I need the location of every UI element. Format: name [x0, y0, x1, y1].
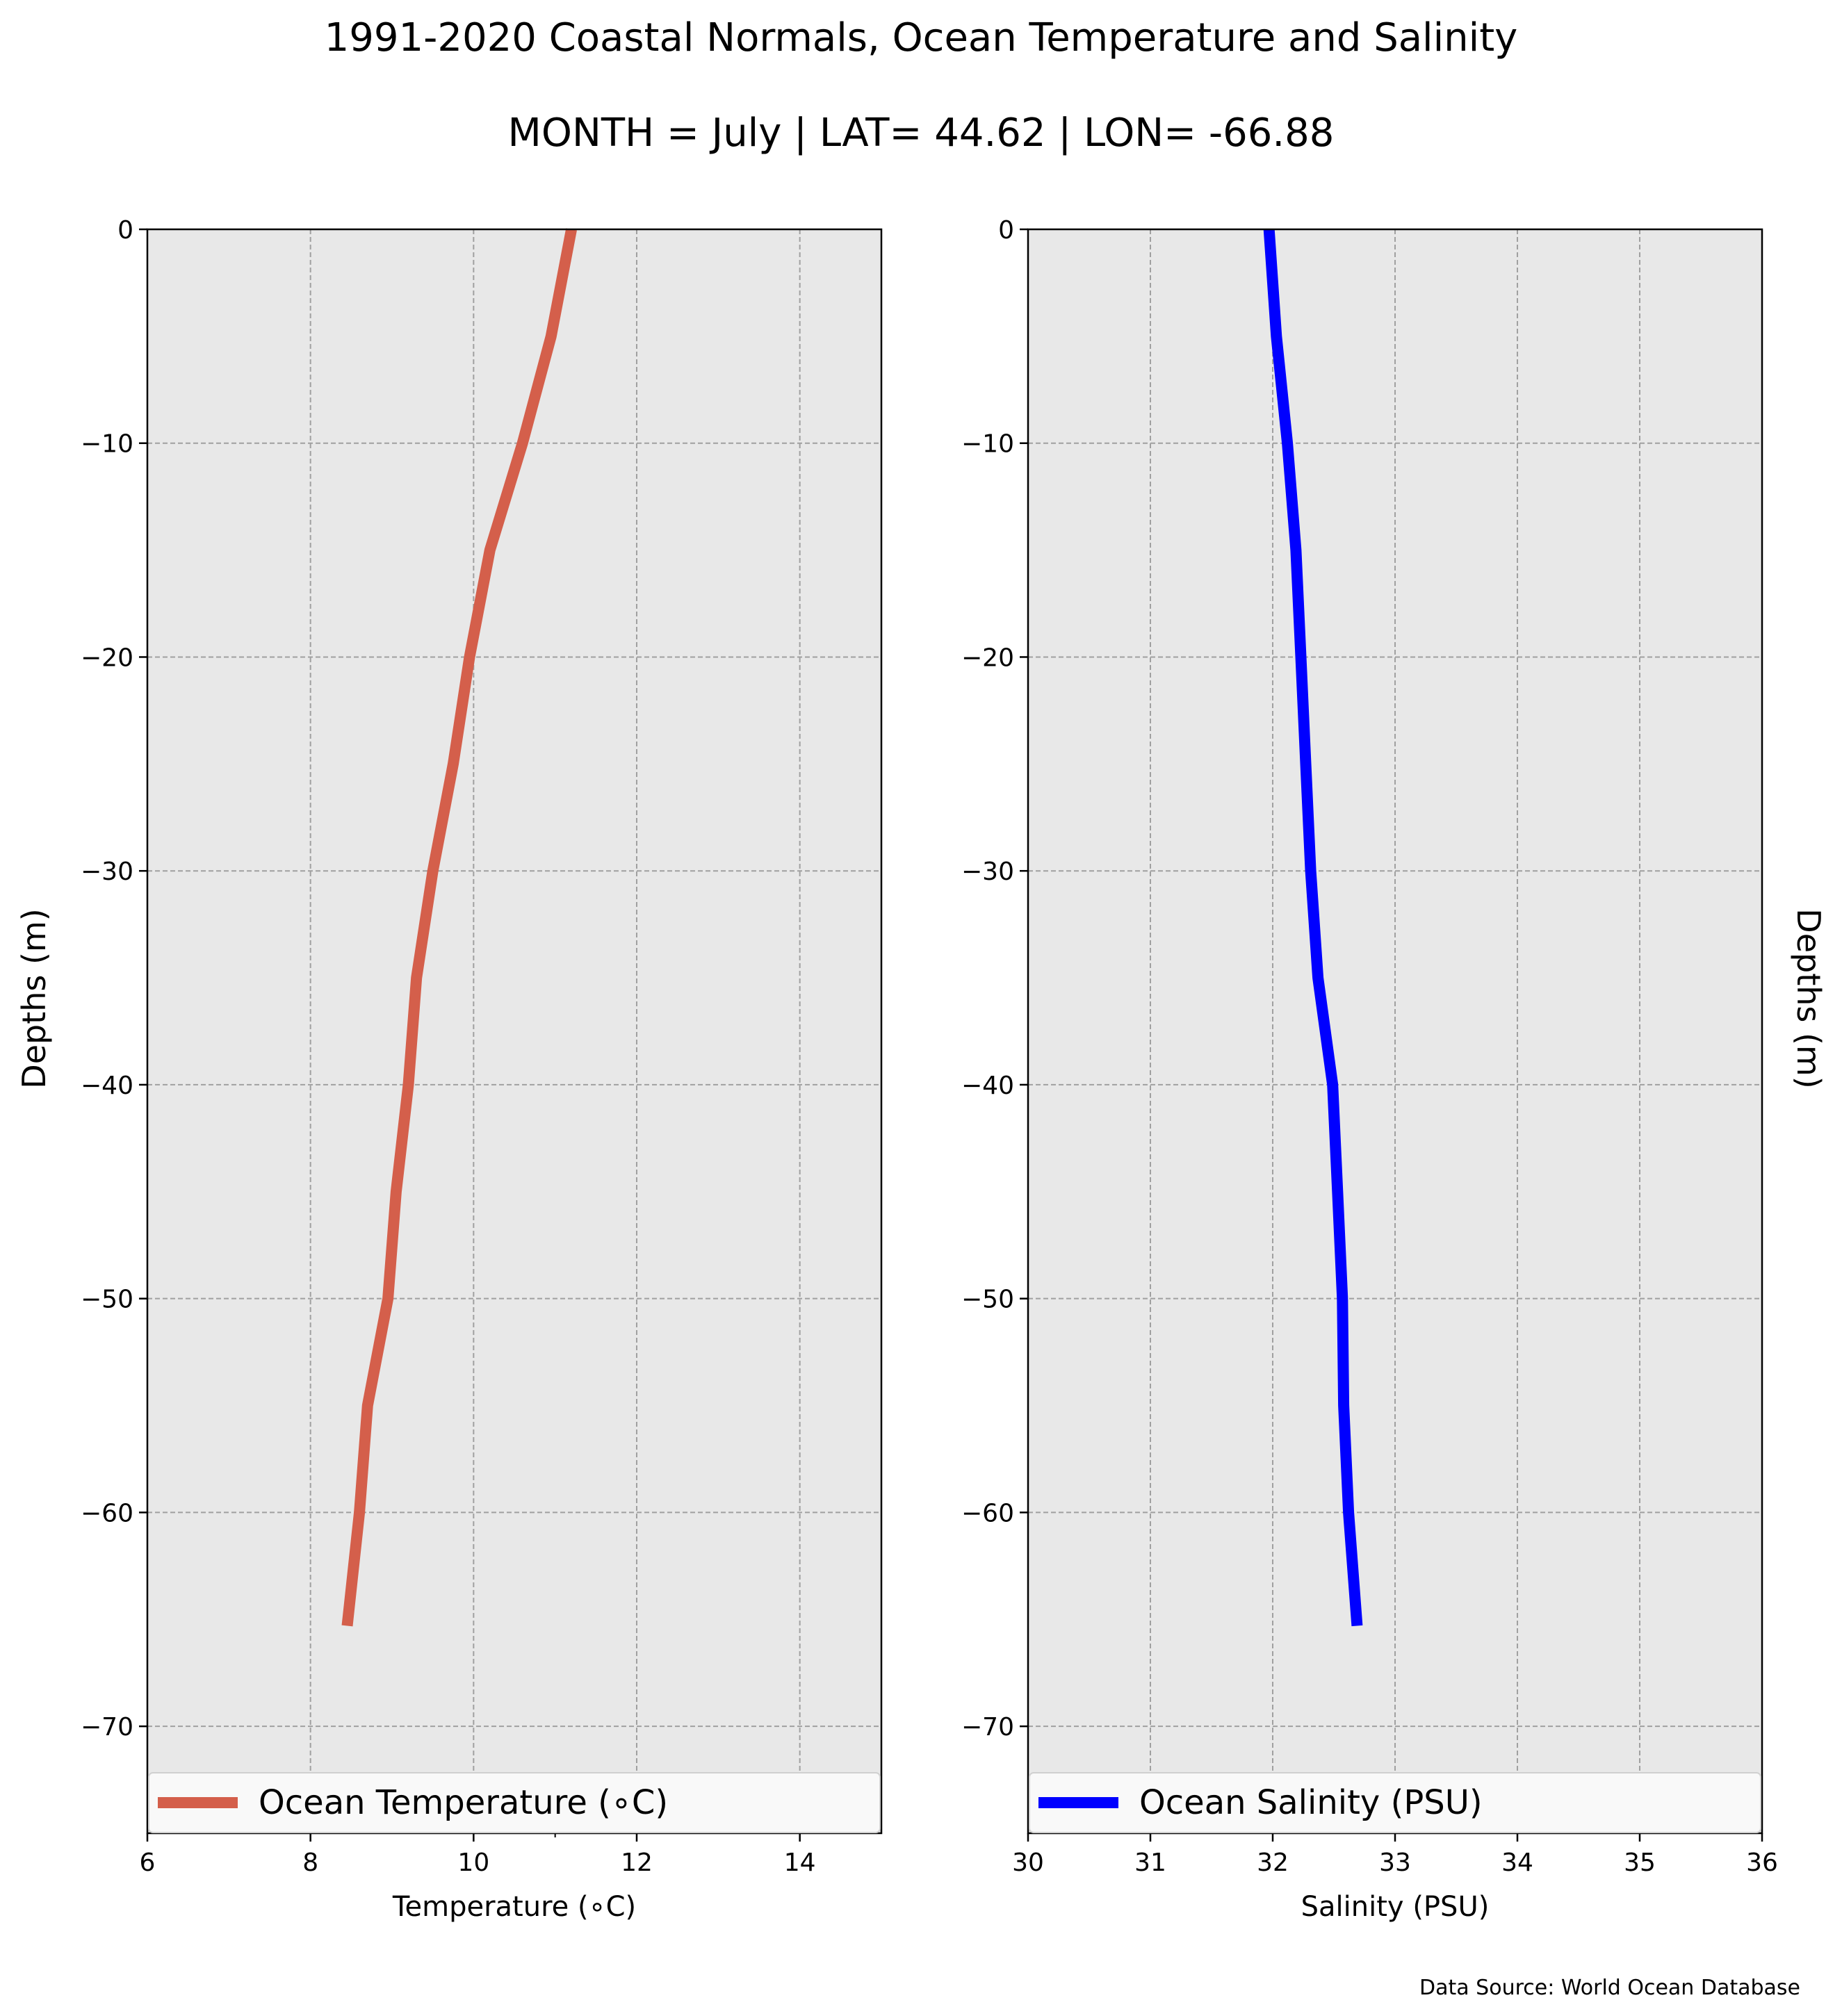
- right-y-axis-label: Depths (m): [1790, 908, 1827, 1088]
- x-tick-label: 32: [1257, 1849, 1289, 1877]
- legend-label: Ocean Temperature (∘C): [259, 1783, 668, 1822]
- y-tick-label: −20: [81, 644, 133, 672]
- y-tick-label: −10: [81, 430, 133, 459]
- x-tick-label: 35: [1624, 1849, 1656, 1877]
- x-tick-label: 34: [1501, 1849, 1533, 1877]
- series-line: [1263, 229, 1363, 1627]
- x-tick-label: 33: [1379, 1849, 1411, 1877]
- legend-box: [148, 1772, 881, 1833]
- y-tick-label: −60: [81, 1499, 133, 1527]
- x-tick-label: 36: [1746, 1849, 1778, 1877]
- x-tick-label: 10: [457, 1849, 489, 1877]
- legend-label: Ocean Salinity (PSU): [1139, 1783, 1483, 1822]
- data-source-note: Data Source: World Ocean Database: [1419, 1976, 1800, 2000]
- y-tick-label: −50: [961, 1286, 1014, 1314]
- y-tick-label: −20: [961, 644, 1014, 672]
- x-tick-label: 6: [140, 1849, 156, 1877]
- y-tick-label: −40: [81, 1072, 133, 1100]
- x-tick-label: 30: [1012, 1849, 1044, 1877]
- salinity-panel: 30 31 32 33 34 35 36 0 −10 −20 −30 −40 −50 −60 −70 Sali…: [961, 216, 1778, 1923]
- y-tick-label: −40: [961, 1072, 1014, 1100]
- legend-box: [1029, 1772, 1761, 1833]
- y-tick-label: 0: [998, 216, 1014, 245]
- y-tick-label: −50: [81, 1286, 133, 1314]
- temperature-panel: 6 8 10 12 14 0 −10 −20 −30 −40 −50 −60 −70 Temperatur…: [81, 216, 883, 1923]
- y-tick-label: −70: [961, 1713, 1014, 1742]
- y-tick-label: −60: [961, 1499, 1014, 1527]
- y-tick-label: −10: [961, 430, 1014, 459]
- y-tick-label: −30: [81, 858, 133, 886]
- plot-area: [147, 229, 881, 1833]
- figure-title: 1991-2020 Coastal Normals, Ocean Tempera…: [325, 15, 1518, 60]
- x-tick-label: 12: [621, 1849, 653, 1877]
- plot-area: [1028, 229, 1762, 1833]
- x-axis-label: Temperature (∘C): [392, 1891, 636, 1923]
- left-y-axis-label: Depths (m): [15, 908, 53, 1088]
- series-line: [341, 228, 577, 1627]
- x-tick-label: 14: [784, 1849, 816, 1877]
- figure-subtitle: MONTH = July | LAT= 44.62 | LON= -66.88: [508, 110, 1335, 156]
- x-tick-label: 31: [1134, 1849, 1166, 1877]
- y-tick-label: −70: [81, 1713, 133, 1742]
- x-tick-label: 8: [302, 1849, 318, 1877]
- y-tick-label: −30: [961, 858, 1014, 886]
- x-axis-label: Salinity (PSU): [1301, 1891, 1490, 1923]
- y-tick-label: 0: [117, 216, 133, 245]
